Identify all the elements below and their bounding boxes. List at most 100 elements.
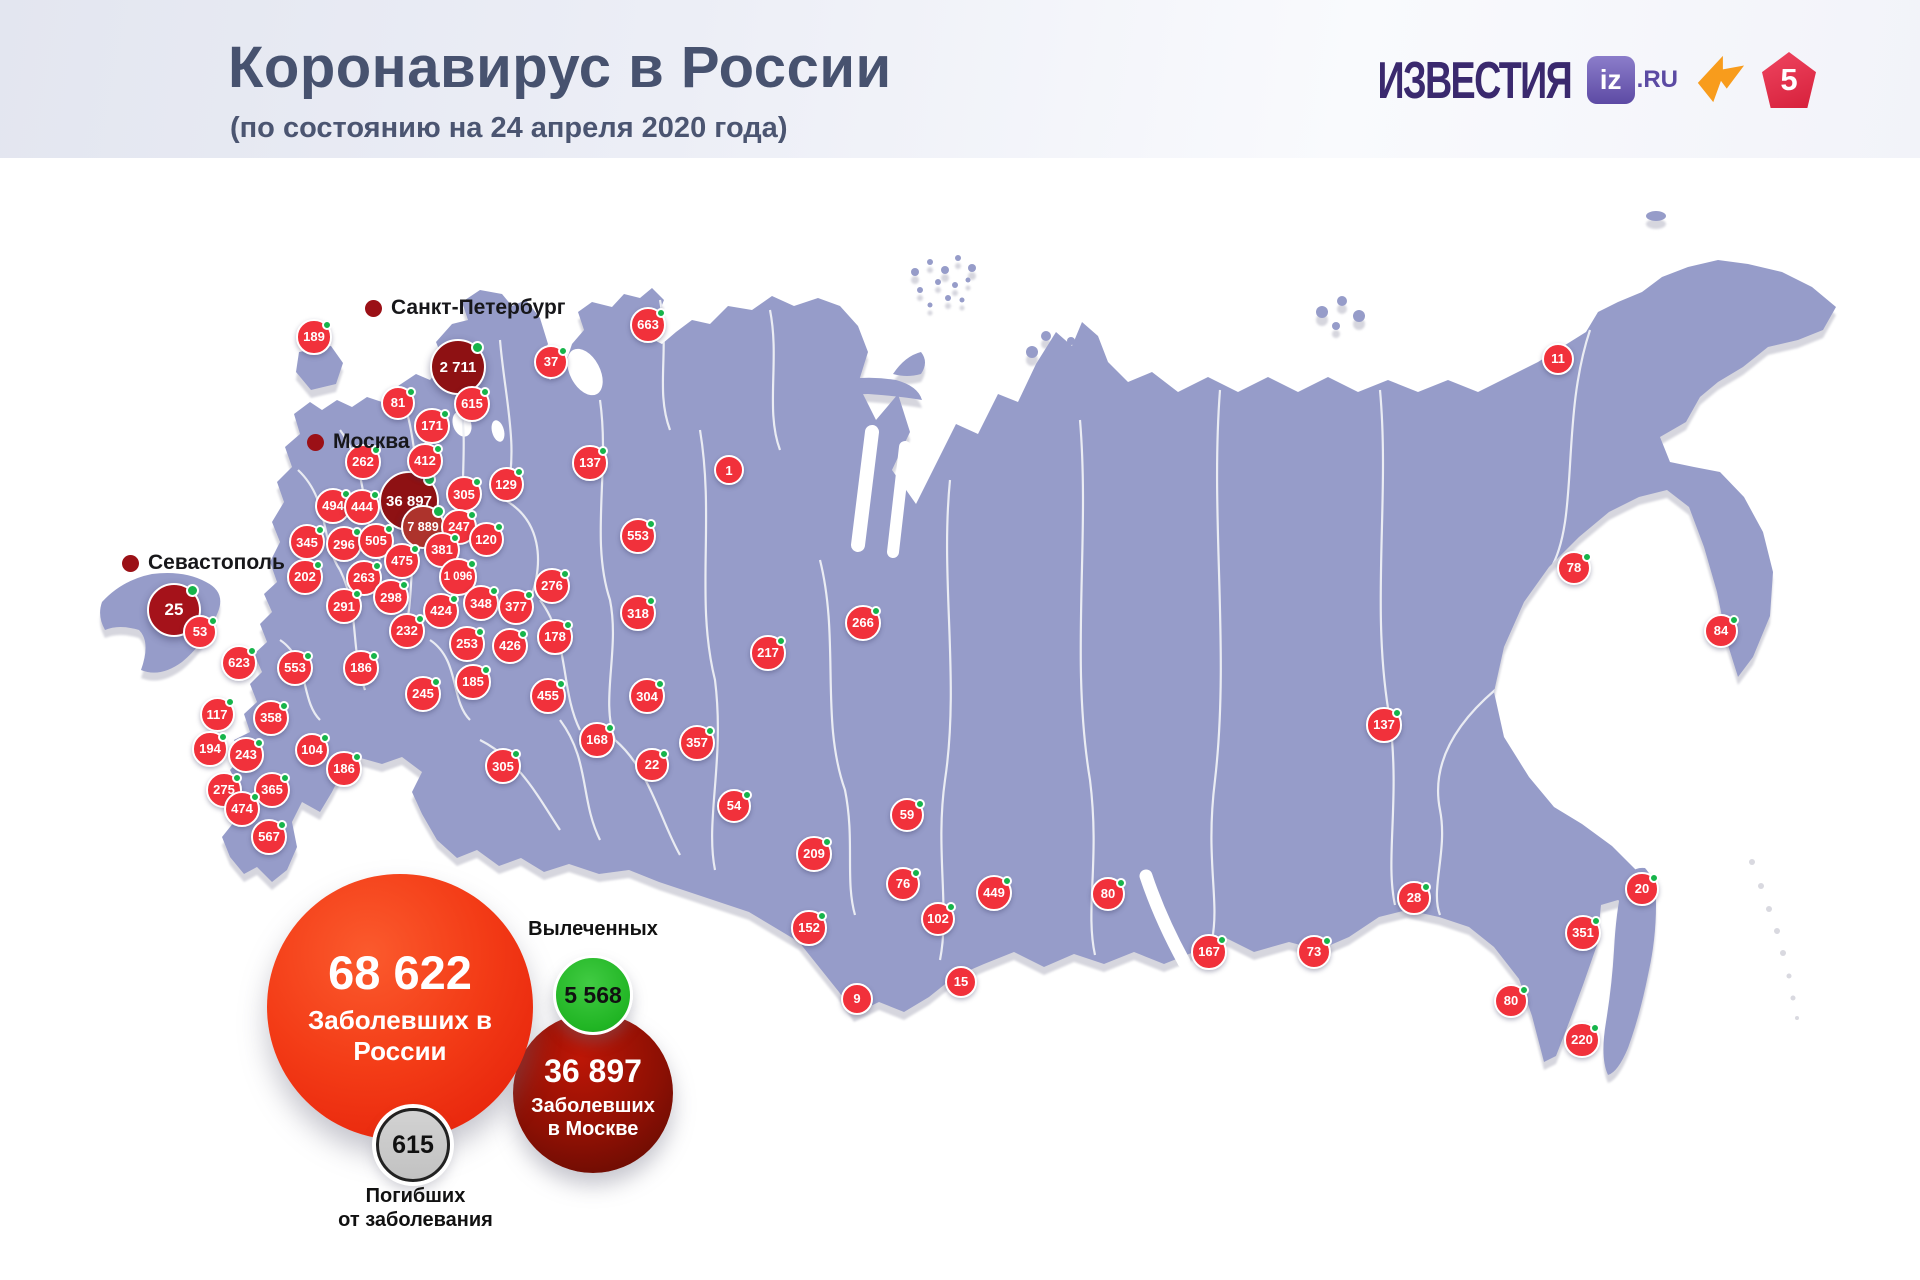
region-case-bubble: 102 <box>920 901 956 937</box>
logo-bar: ИЗВЕСТИЯ iz .RU 5 <box>1335 48 1816 112</box>
region-case-bubble: 22 <box>635 748 670 782</box>
wrangel-island <box>1646 211 1666 221</box>
recovered-dot-icon <box>513 467 524 478</box>
recovered-dot-icon <box>524 589 535 600</box>
moscow-total-bubble: 36 897 Заболевших в Москве <box>513 1013 673 1173</box>
region-case-bubble: 305 <box>446 476 483 512</box>
case-count: 76 <box>895 876 911 892</box>
recovered-dot-icon <box>186 584 200 598</box>
city-label-saint-petersburg: Санкт-Петербург <box>365 296 566 320</box>
recovered-dot-icon <box>1590 1023 1601 1034</box>
region-case-bubble: 505 <box>357 522 395 560</box>
recovered-dot-icon <box>450 532 461 543</box>
recovered-dot-icon <box>431 677 442 688</box>
sakhalin <box>1603 867 1656 1075</box>
case-count: 245 <box>412 686 434 702</box>
region-case-bubble: 186 <box>326 751 362 787</box>
region-case-bubble: 117 <box>199 696 235 732</box>
recovered-dot-icon <box>558 345 569 356</box>
case-count: 449 <box>983 885 1005 901</box>
case-count: 117 <box>206 706 228 722</box>
izvestia-logo: ИЗВЕСТИЯ <box>1377 50 1572 110</box>
recovered-dot-icon <box>776 636 787 647</box>
recovered-dot-icon <box>656 307 667 318</box>
recovered-dot-icon <box>945 902 956 913</box>
recovered-dot-icon <box>816 911 827 922</box>
region-case-bubble: 567 <box>250 818 288 856</box>
case-count: 455 <box>537 688 559 704</box>
recovered-dot-icon <box>480 665 491 676</box>
deaths-value: 615 <box>392 1130 434 1159</box>
recovered-dot-icon <box>405 386 416 397</box>
case-count: 15 <box>953 974 969 990</box>
region-case-bubble: 623 <box>220 644 258 682</box>
case-count: 209 <box>803 846 825 862</box>
region-case-bubble: 78 <box>1556 550 1592 586</box>
ren-tv-logo-icon <box>1694 49 1746 112</box>
region-case-bubble: 348 <box>463 585 500 621</box>
recovered-dot-icon <box>871 606 882 617</box>
russia-total-bubble: 68 622 Заболевших в России <box>267 874 533 1140</box>
region-case-bubble: 53 <box>182 614 218 650</box>
case-count: 262 <box>352 454 374 470</box>
region-case-bubble: 253 <box>449 626 486 662</box>
case-count: 318 <box>627 605 649 621</box>
region-case-bubble: 104 <box>294 732 330 768</box>
recovered-dot-icon <box>207 615 218 626</box>
recovered-dot-icon <box>384 523 395 534</box>
region-case-bubble: 209 <box>796 836 833 872</box>
recovered-dot-icon <box>556 678 567 689</box>
region-case-bubble: 194 <box>192 731 228 767</box>
recovered-dot-icon <box>914 798 925 809</box>
recovered-dot-icon <box>313 560 324 571</box>
recovered-dot-icon <box>511 748 522 759</box>
case-count: 444 <box>351 499 373 515</box>
header: Коронавирус в России (по состоянию на 24… <box>0 0 1920 158</box>
case-count: 247 <box>448 519 470 535</box>
region-case-bubble: 444 <box>343 488 381 526</box>
case-count: 54 <box>726 798 742 814</box>
case-count: 1 096 <box>443 570 473 583</box>
case-count: 2 711 <box>439 358 477 376</box>
region-case-bubble: 243 <box>228 737 265 773</box>
case-count: 475 <box>391 553 413 569</box>
russia-total-label: Заболевших в России <box>308 1005 492 1066</box>
case-count: 202 <box>294 569 316 585</box>
russia-mainland <box>222 260 1836 1062</box>
recovered-dot-icon <box>351 752 362 763</box>
case-count: 104 <box>301 742 323 758</box>
region-case-bubble: 15 <box>944 965 978 999</box>
case-count: 78 <box>1566 560 1582 576</box>
region-case-bubble: 168 <box>579 722 615 758</box>
recovered-dot-icon <box>1581 551 1592 562</box>
recovered-dot-icon <box>705 725 716 736</box>
recovered-dot-icon <box>1591 915 1602 926</box>
recovered-dot-icon <box>489 585 500 596</box>
case-count: 1 <box>725 462 733 478</box>
region-case-bubble: 59 <box>889 797 925 833</box>
kuril-islands <box>1749 859 1799 1020</box>
recovered-dot-icon <box>822 837 833 848</box>
region-case-bubble: 9 <box>840 982 874 1016</box>
region-case-bubble: 37 <box>534 345 569 379</box>
region-case-bubble: 120 <box>468 521 504 557</box>
case-count: 243 <box>235 747 257 763</box>
city-dot-icon <box>122 554 139 572</box>
region-case-bubble: 663 <box>629 306 667 344</box>
region-case-bubble: 276 <box>534 568 571 604</box>
case-count: 73 <box>1306 944 1322 960</box>
case-count: 37 <box>543 354 559 370</box>
recovered-dot-icon <box>247 645 258 656</box>
region-case-bubble: 358 <box>252 699 290 737</box>
recovered-dot-icon <box>470 340 484 354</box>
case-count: 7 889 <box>407 520 439 534</box>
region-case-bubble: 1 096 <box>439 558 477 596</box>
case-count: 220 <box>1571 1032 1593 1048</box>
recovered-dot-icon <box>1002 875 1013 886</box>
case-count: 377 <box>505 599 527 615</box>
case-count: 137 <box>1373 717 1395 733</box>
case-count: 381 <box>431 542 453 558</box>
franz-josef-islands <box>911 255 976 308</box>
